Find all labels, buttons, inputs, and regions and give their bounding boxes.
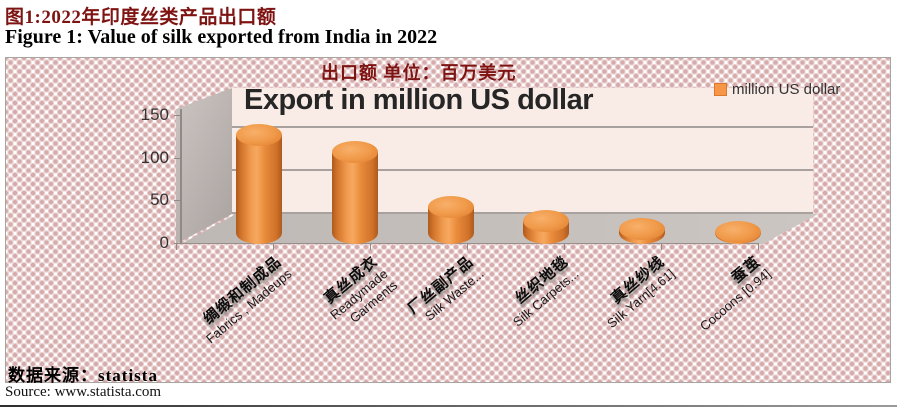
bar-cylinder-top <box>331 141 378 164</box>
bar-cylinder-top <box>523 210 570 233</box>
figure-title-english: Figure 1: Value of silk exported from In… <box>5 26 438 48</box>
x-axis-tick-mark <box>467 244 468 250</box>
x-axis-category-label: 蚕茧 Cocoons [0.94] <box>667 253 774 350</box>
x-axis-category-label: 丝织地毯 Silk Carpets... <box>476 253 582 350</box>
y-axis-line <box>180 109 182 244</box>
x-axis-category-label: 厂丝副产品 Silk Waste... <box>380 253 486 350</box>
chart-frame: 出口额 单位：百万美元 million US dollar 150 100 50 0 … <box>5 57 891 385</box>
chart-source-chinese: 数据来源：statista <box>8 366 158 385</box>
chart-title: Export in million US dollar <box>244 84 594 116</box>
y-axis-tick-label: 50 <box>150 190 169 210</box>
legend-label: million US dollar <box>732 81 841 98</box>
bar-cylinder <box>236 135 282 244</box>
x-axis-tick-mark <box>758 244 759 250</box>
x-axis-tick-mark <box>564 244 565 250</box>
y-axis-tick-mark <box>174 200 181 202</box>
x-axis-tick-mark <box>273 244 274 250</box>
x-axis-category-label: 真丝纱线 Silk Yarn[4.61] <box>571 253 677 350</box>
bar-cylinder-top <box>715 221 761 244</box>
y-axis-tick-label: 100 <box>140 147 169 167</box>
plot-left-wall <box>176 88 232 244</box>
chart-legend: million US dollar <box>714 81 840 98</box>
y-axis-tick-mark <box>174 157 181 159</box>
plot-area: 150 100 50 0 绸缎和制成品 Fabrics , Madeups 真丝成衣 Rea… <box>6 58 890 382</box>
source-line-english: Source: www.statista.com <box>5 384 162 400</box>
x-axis-line <box>180 243 759 244</box>
figure-title-chinese: 图1:2022年印度丝类产品出口额 <box>5 7 277 28</box>
gridline-100 <box>231 169 813 171</box>
bottom-divider <box>0 405 897 407</box>
y-axis-tick-mark <box>174 115 181 116</box>
x-axis-tick-mark <box>370 244 371 250</box>
gridline-150 <box>231 126 813 128</box>
y-axis-tick-mark <box>174 243 181 244</box>
y-axis-tick-label: 0 <box>159 233 169 252</box>
bar-cylinder-top <box>427 195 474 218</box>
plot-back-wall <box>231 88 813 214</box>
x-axis-category-label: 绸缎和制成品 Fabrics , Madeups <box>188 253 294 350</box>
bar-cylinder-top <box>236 124 282 147</box>
x-axis-tick-mark <box>176 244 177 250</box>
x-axis-tick-mark <box>661 244 662 250</box>
legend-swatch-icon <box>714 83 727 96</box>
chart-subtitle-chinese: 出口额 单位：百万美元 <box>321 63 517 83</box>
x-axis-category-label: 真丝成衣 Readymade Garments <box>284 253 400 361</box>
bar-cylinder-top <box>619 218 666 241</box>
y-axis-tick-label: 150 <box>140 105 169 124</box>
plot-floor <box>181 214 818 244</box>
bar-cylinder <box>331 152 378 244</box>
gridline-50 <box>231 212 813 214</box>
